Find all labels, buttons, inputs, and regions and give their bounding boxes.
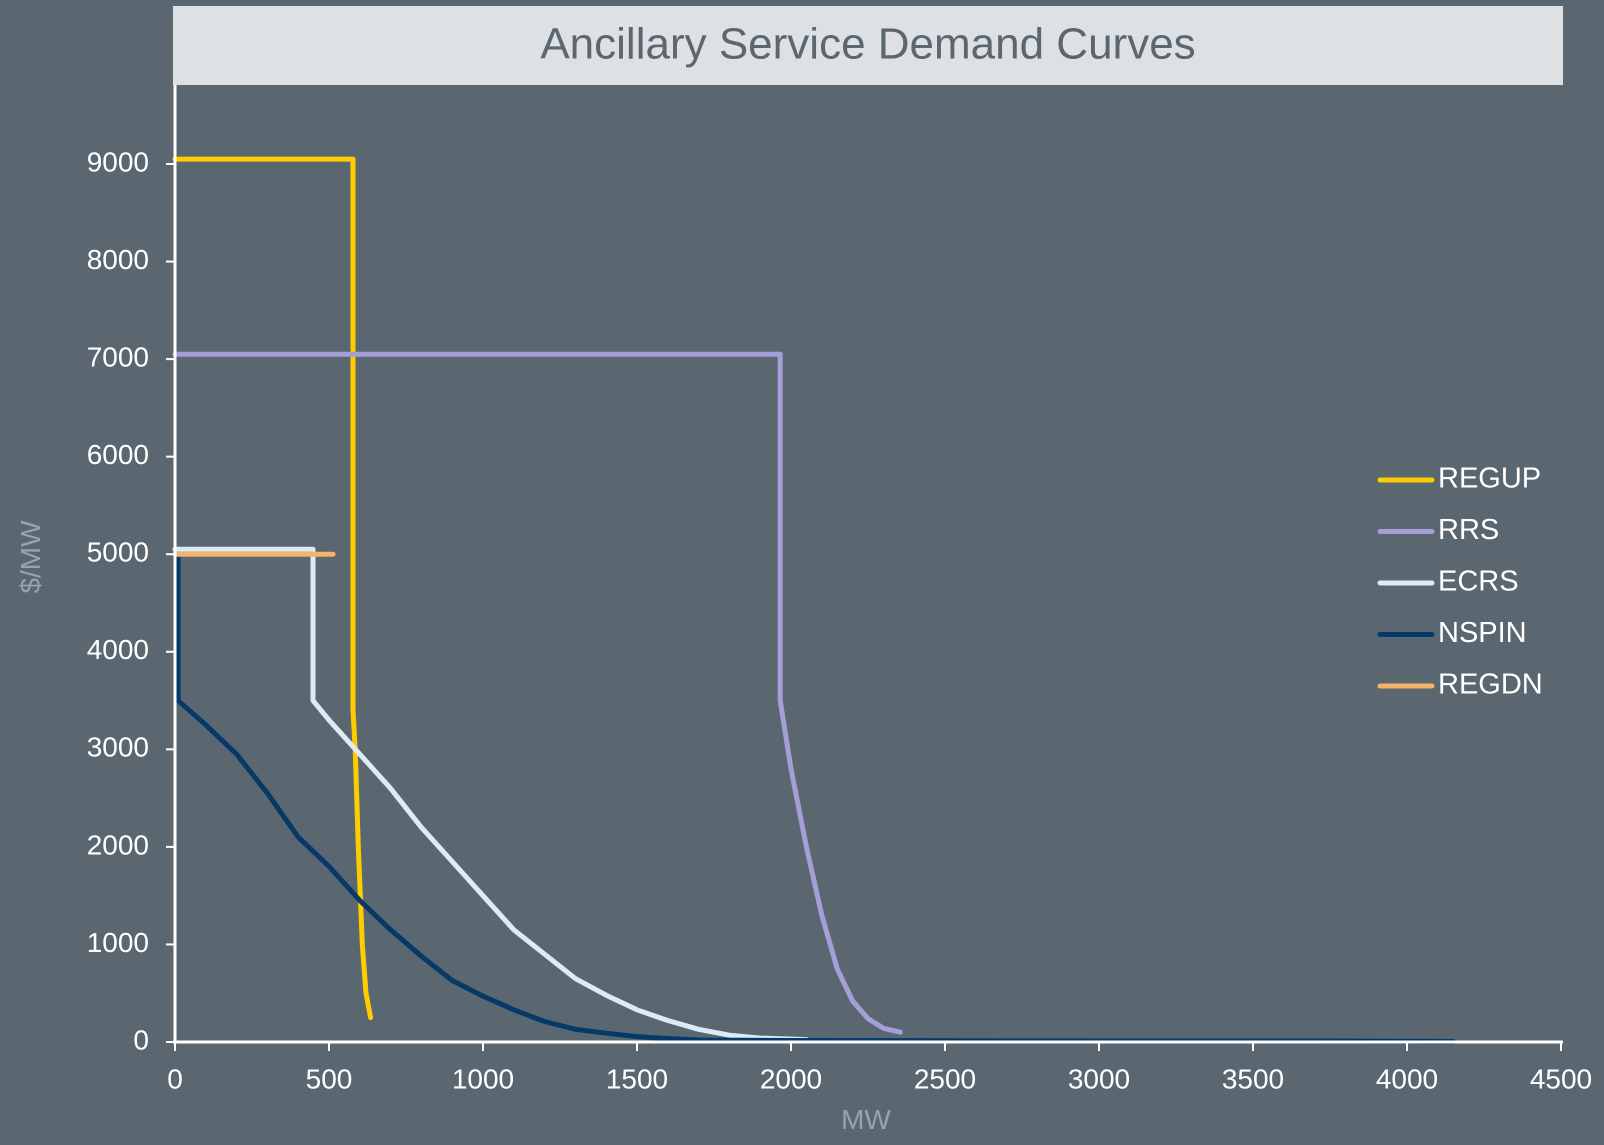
x-tick-label: 2500 [914,1063,976,1094]
legend-label-nspin: NSPIN [1438,617,1527,649]
title-bar [173,6,1563,85]
y-tick-label: 5000 [87,537,149,568]
y-tick-label: 2000 [87,829,149,860]
x-tick-label: 500 [306,1063,353,1094]
y-tick-label: 6000 [87,439,149,470]
y-axis-label: $/MW [15,520,46,594]
y-axis-ticks: 0 1000 2000 3000 4000 5000 6000 7000 8000 9000 [87,146,175,1055]
series-line-ecrs [172,546,809,1043]
y-tick-label: 3000 [87,732,149,763]
series-line-regup [172,156,374,1021]
x-tick-label: 1000 [452,1063,514,1094]
legend: REGUP RRS ECRS NSPIN REGDN [1377,463,1543,701]
y-tick-label: 1000 [87,927,149,958]
y-tick-label: 9000 [87,146,149,177]
series-layer [172,156,1456,1044]
series-line-rrs [172,351,903,1035]
legend-label-rrs: RRS [1438,514,1499,546]
x-tick-label: 1500 [606,1063,668,1094]
x-tick-label: 4500 [1530,1063,1592,1094]
x-tick-label: 2000 [760,1063,822,1094]
legend-label-regup: REGUP [1438,463,1541,495]
x-tick-label: 3500 [1222,1063,1284,1094]
y-tick-label: 8000 [87,244,149,275]
y-tick-label: 7000 [87,342,149,373]
x-tick-label: 0 [167,1063,183,1094]
x-tick-label: 4000 [1376,1063,1438,1094]
legend-label-regdn: REGDN [1438,669,1543,701]
x-axis-label: MW [841,1104,891,1135]
legend-label-ecrs: ECRS [1438,566,1519,598]
y-tick-label: 0 [133,1024,149,1055]
x-axis-ticks: 0 500 1000 1500 2000 2500 3000 3500 4000 4500 [167,1042,1592,1094]
series-line-nspin [175,551,1456,1044]
y-tick-label: 4000 [87,634,149,665]
x-tick-label: 3000 [1068,1063,1130,1094]
chart-title: Ancillary Service Demand Curves [540,20,1195,69]
